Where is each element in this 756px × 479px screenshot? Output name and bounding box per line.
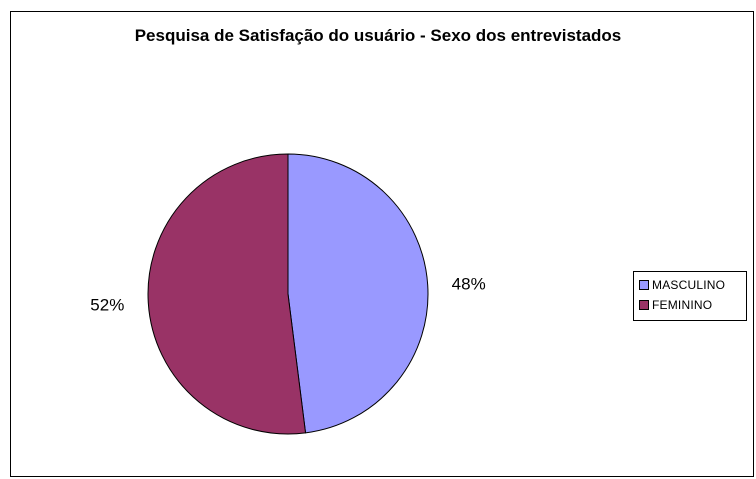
data-label-masculino: 48% (452, 275, 486, 294)
legend-label-masculino: MASCULINO (652, 278, 725, 292)
legend-item-masculino: MASCULINO (639, 275, 746, 295)
legend-swatch-feminino (639, 300, 649, 310)
pie-slice-feminino (148, 154, 306, 434)
data-label-feminino: 52% (90, 295, 124, 314)
pie-slice-masculino (288, 154, 428, 433)
legend-item-feminino: FEMININO (639, 295, 746, 315)
legend-swatch-masculino (639, 280, 649, 290)
legend-label-feminino: FEMININO (652, 298, 712, 312)
legend: MASCULINO FEMININO (633, 271, 747, 321)
